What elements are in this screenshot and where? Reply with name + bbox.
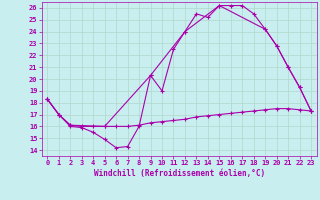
X-axis label: Windchill (Refroidissement éolien,°C): Windchill (Refroidissement éolien,°C) (94, 169, 265, 178)
